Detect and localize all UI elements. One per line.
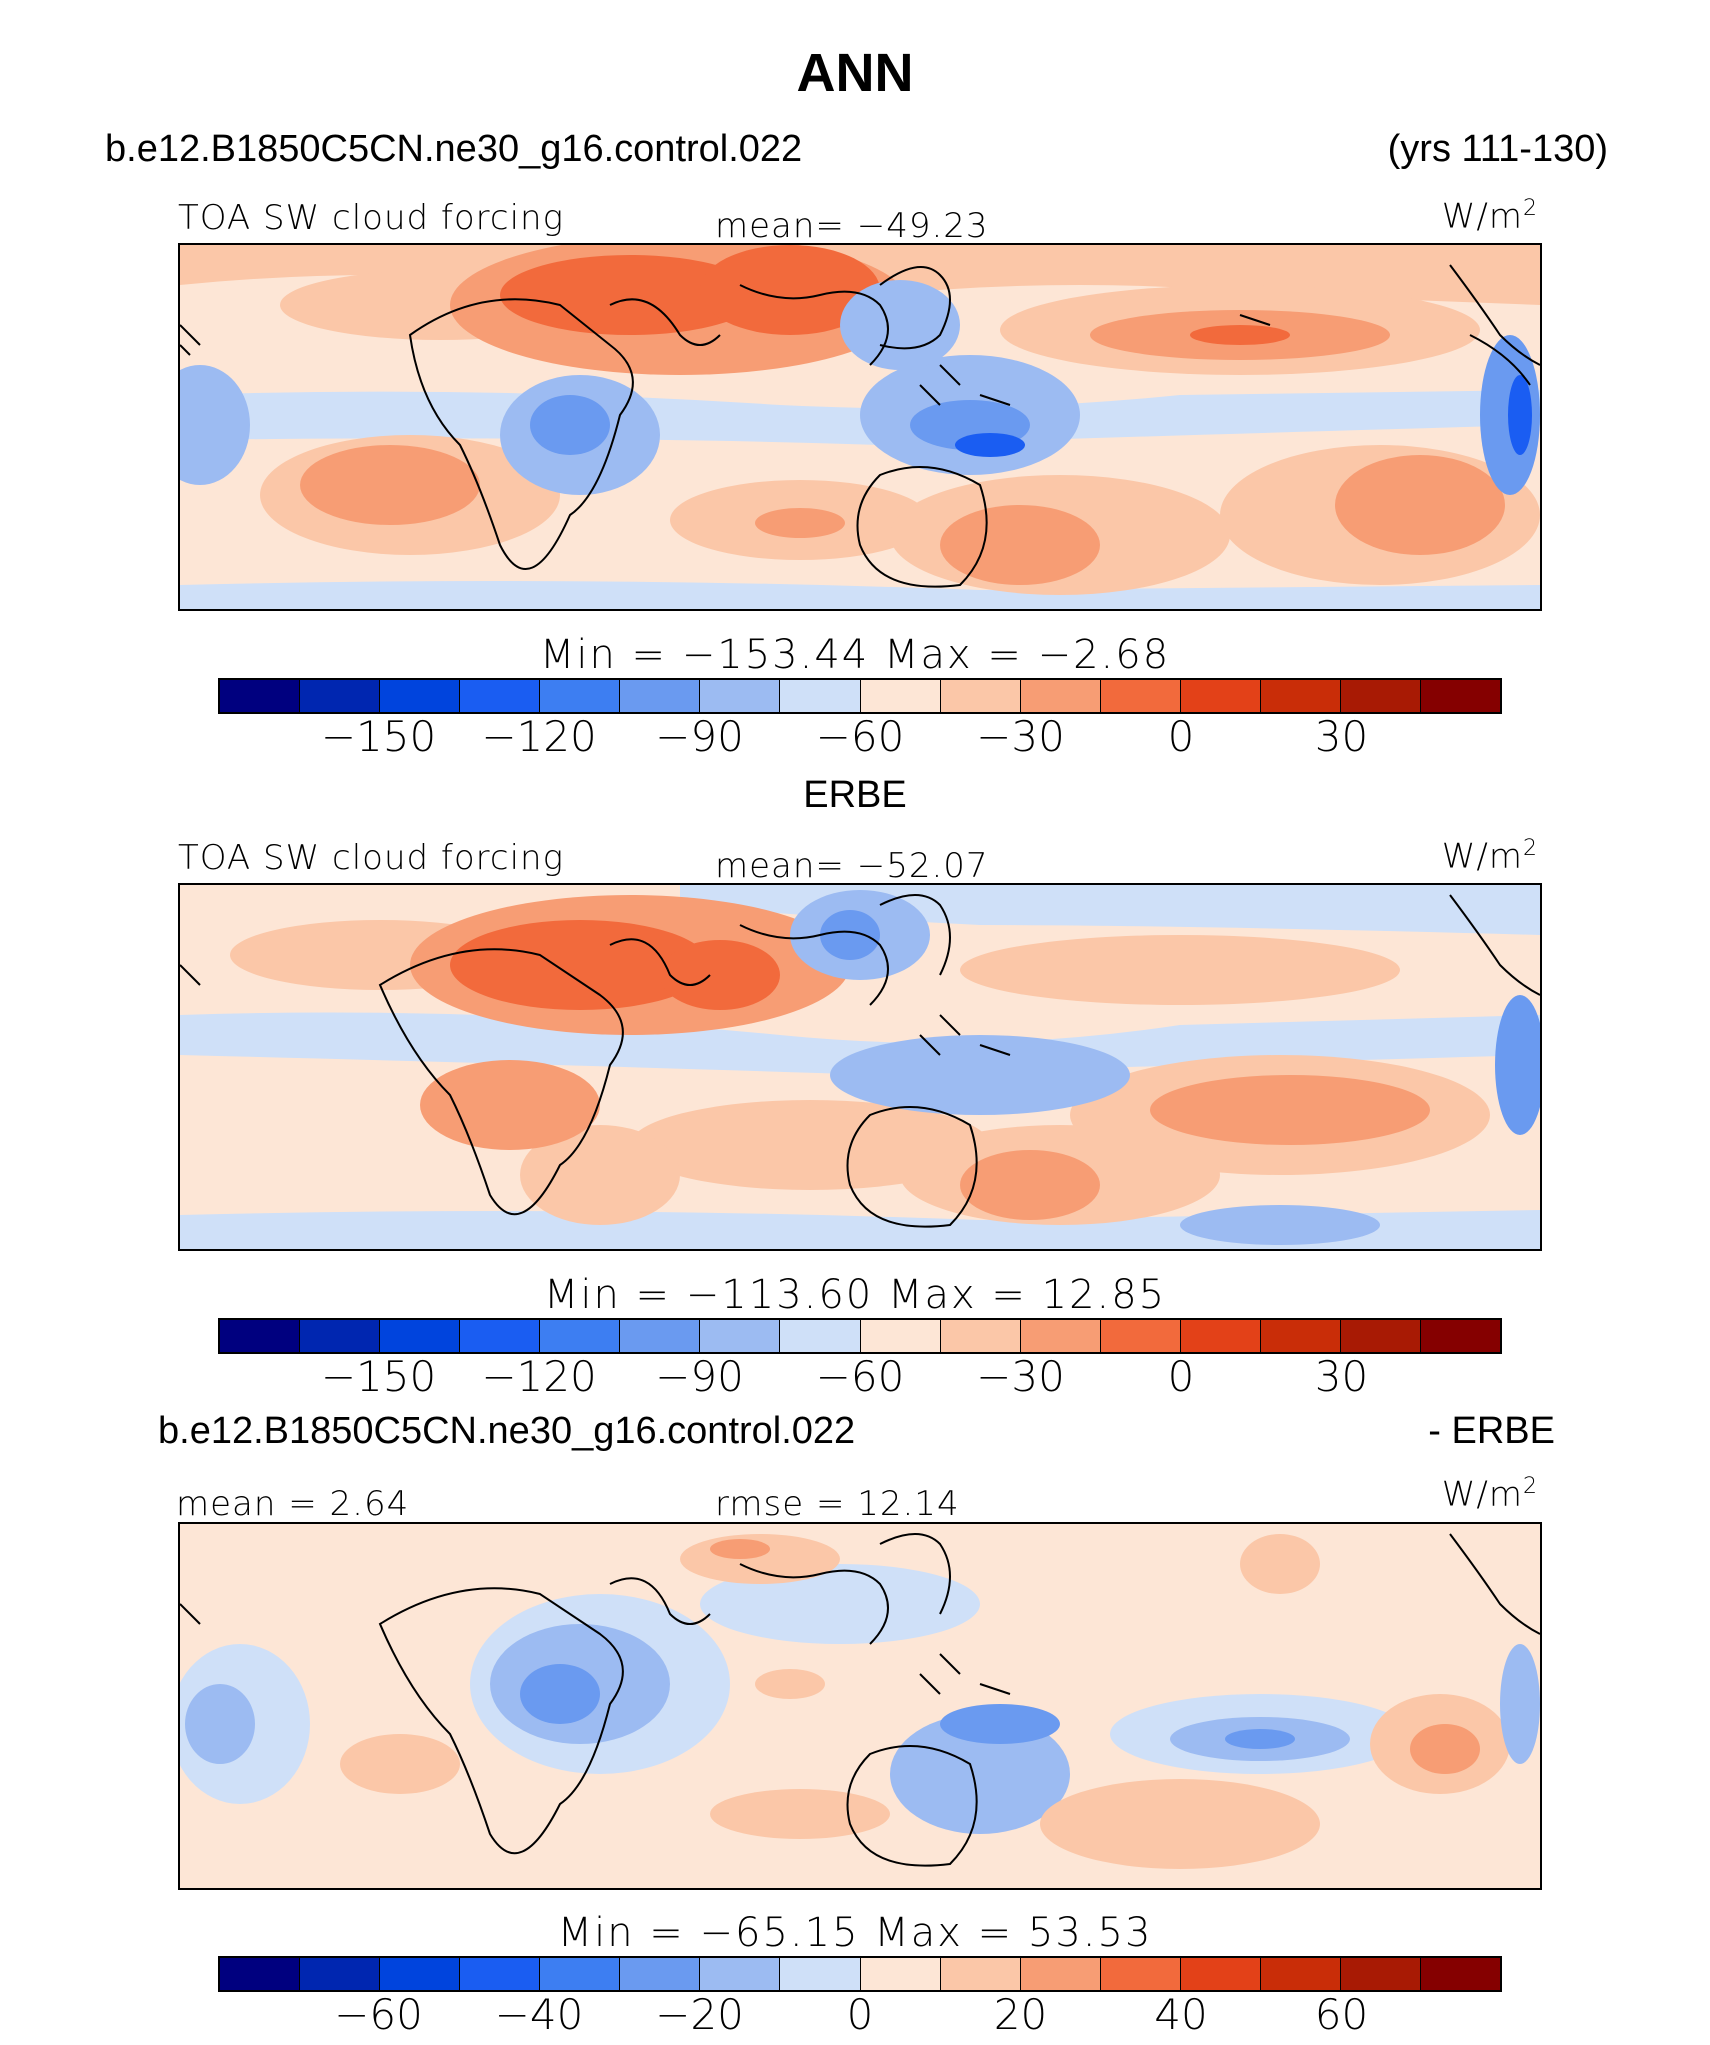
panel2-section-label: ERBE: [803, 774, 907, 816]
panel2-variable: TOA SW cloud forcing: [178, 838, 564, 878]
panel1-map: [178, 243, 1542, 611]
colorbar-tick-label: 0: [846, 1990, 874, 2039]
panel3-mean: mean = 2.64: [176, 1484, 410, 1524]
panel3-map: [178, 1522, 1542, 1890]
panel2-mean: mean= −52.07: [715, 846, 989, 886]
panel2-minmax: Min = −113.60 Max = 12.85: [543, 1272, 1167, 1318]
colorbar-segment: [300, 1320, 381, 1352]
colorbar-segment: [380, 1958, 461, 1990]
colorbar-segment: [620, 680, 701, 712]
colorbar-segment: [620, 1320, 701, 1352]
panel3-minmax: Min = −65.15 Max = 53.53: [557, 1910, 1153, 1956]
panel3-case-name: b.e12.B1850C5CN.ne30_g16.control.022: [158, 1410, 856, 1452]
panel2-colorbar: [218, 1318, 1502, 1354]
panel3-minus-label: - ERBE: [1428, 1410, 1555, 1452]
colorbar-tick-label: 60: [1314, 1990, 1369, 2039]
colorbar-segment: [620, 1958, 701, 1990]
colorbar-tick-label: −150: [320, 1352, 437, 1401]
panel1-minmax: Min = −153.44 Max = −2.68: [539, 632, 1171, 678]
colorbar-segment: [1020, 1320, 1101, 1352]
colorbar-segment: [1260, 680, 1341, 712]
colorbar-tick-label: 0: [1167, 1352, 1195, 1401]
panel2-unit: W/m2: [1441, 836, 1538, 877]
colorbar-tick-label: −30: [976, 712, 1065, 761]
colorbar-segment: [220, 1320, 301, 1352]
panel1-variable: TOA SW cloud forcing: [178, 198, 564, 238]
panel1-map-svg: [180, 245, 1540, 609]
colorbar-segment: [1180, 1958, 1261, 1990]
colorbar-segment: [1100, 1958, 1181, 1990]
colorbar-segment: [780, 1320, 861, 1352]
colorbar-segment: [1420, 1958, 1500, 1990]
colorbar-segment: [1340, 1958, 1421, 1990]
colorbar-segment: [1340, 680, 1421, 712]
colorbar-segment: [1180, 1320, 1261, 1352]
colorbar-segment: [380, 680, 461, 712]
colorbar-segment: [700, 680, 781, 712]
colorbar-tick-label: −150: [320, 712, 437, 761]
colorbar-tick-label: 40: [1154, 1990, 1208, 2039]
colorbar-segment: [1260, 1958, 1341, 1990]
colorbar-segment: [1420, 680, 1500, 712]
colorbar-segment: [540, 1958, 621, 1990]
colorbar-segment: [460, 680, 541, 712]
colorbar-segment: [1100, 680, 1181, 712]
panel2-map: [178, 883, 1542, 1251]
panel3-unit: W/m2: [1441, 1474, 1538, 1515]
colorbar-segment: [780, 680, 861, 712]
colorbar-tick-label: −90: [655, 1352, 744, 1401]
colorbar-tick-label: 0: [1167, 712, 1195, 761]
colorbar-tick-label: −20: [655, 1990, 744, 2039]
colorbar-segment: [220, 1958, 301, 1990]
colorbar-tick-label: 20: [993, 1990, 1048, 2039]
panel3-colorbar: [218, 1956, 1502, 1992]
colorbar-segment: [1180, 680, 1261, 712]
colorbar-segment: [540, 680, 621, 712]
colorbar-segment: [700, 1958, 781, 1990]
colorbar-segment: [860, 1958, 941, 1990]
colorbar-segment: [780, 1958, 861, 1990]
colorbar-tick-label: −120: [481, 712, 597, 761]
colorbar-segment: [1340, 1320, 1421, 1352]
colorbar-segment: [1020, 680, 1101, 712]
panel1-colorbar: [218, 678, 1502, 714]
colorbar-segment: [1420, 1320, 1500, 1352]
panel3-rmse: rmse = 12.14: [715, 1484, 960, 1524]
colorbar-tick-label: −60: [815, 712, 905, 761]
colorbar-tick-label: −120: [481, 1352, 597, 1401]
colorbar-segment: [700, 1320, 781, 1352]
colorbar-segment: [540, 1320, 621, 1352]
colorbar-segment: [860, 680, 941, 712]
colorbar-segment: [220, 680, 301, 712]
colorbar-tick-label: 30: [1314, 1352, 1369, 1401]
panel3-colorbar-ticks: −60 −40 −20 0 20 40 60: [218, 1990, 1502, 2040]
colorbar-segment: [860, 1320, 941, 1352]
case-name: b.e12.B1850C5CN.ne30_g16.control.022: [105, 128, 803, 170]
panel1-unit: W/m2: [1441, 196, 1538, 237]
colorbar-tick-label: −60: [334, 1990, 423, 2039]
colorbar-segment: [300, 680, 381, 712]
colorbar-tick-label: 30: [1314, 712, 1369, 761]
panel1-colorbar-ticks: −150 −120 −90 −60 −30 0 30: [218, 712, 1502, 762]
panel2-map-svg: [180, 885, 1540, 1249]
colorbar-segment: [460, 1958, 541, 1990]
colorbar-segment: [460, 1320, 541, 1352]
panel3-map-svg: [180, 1524, 1540, 1888]
colorbar-segment: [380, 1320, 461, 1352]
figure-title: ANN: [796, 43, 914, 103]
colorbar-tick-label: −60: [815, 1352, 905, 1401]
panel1-mean: mean= −49.23: [715, 206, 989, 246]
colorbar-tick-label: −30: [976, 1352, 1065, 1401]
colorbar-segment: [1100, 1320, 1181, 1352]
colorbar-segment: [300, 1958, 381, 1990]
panel2-colorbar-ticks: −150 −120 −90 −60 −30 0 30: [218, 1352, 1502, 1402]
year-range: (yrs 111-130): [1387, 128, 1608, 170]
colorbar-segment: [940, 680, 1021, 712]
colorbar-segment: [940, 1320, 1021, 1352]
colorbar-segment: [1260, 1320, 1341, 1352]
colorbar-segment: [940, 1958, 1021, 1990]
colorbar-segment: [1020, 1958, 1101, 1990]
colorbar-tick-label: −90: [655, 712, 744, 761]
colorbar-tick-label: −40: [494, 1990, 584, 2039]
